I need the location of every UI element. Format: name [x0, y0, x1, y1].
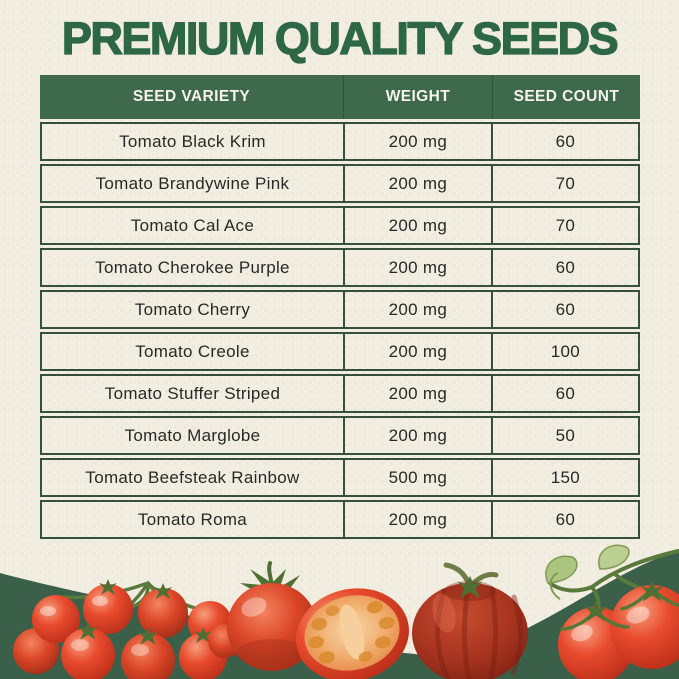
table-row: Tomato Black Krim 200 mg 60 — [40, 122, 640, 161]
heirloom-ribbed-tomato-illustration — [412, 562, 528, 679]
table-row: Tomato Stuffer Striped 200 mg 60 — [40, 374, 640, 413]
cell-variety: Tomato Cherokee Purple — [95, 257, 290, 277]
cell-weight: 200 mg — [342, 166, 491, 201]
cell-weight: 200 mg — [342, 208, 491, 243]
table-row: Tomato Cal Ace 200 mg 70 — [40, 206, 640, 245]
cell-weight: 200 mg — [342, 334, 491, 369]
table-row: Tomato Marglobe 200 mg 50 — [40, 416, 640, 455]
table-body: Tomato Black Krim 200 mg 60 Tomato Brand… — [40, 122, 640, 539]
tomato-whole-and-half-illustration — [208, 561, 409, 679]
cherry-tomato-cluster-illustration — [13, 579, 232, 679]
cell-variety: Tomato Marglobe — [124, 425, 261, 445]
cell-weight: 200 mg — [342, 124, 491, 159]
cell-variety: Tomato Cherry — [134, 299, 251, 319]
footer-illustration — [0, 544, 679, 679]
page-title: PREMIUM QUALITY SEEDS — [61, 12, 619, 64]
table-row: Tomato Creole 200 mg 100 — [40, 332, 640, 371]
cell-count: 70 — [490, 208, 638, 243]
cell-variety: Tomato Stuffer Striped — [104, 383, 281, 403]
table-row: Tomato Roma 200 mg 60 — [40, 500, 640, 539]
table-row: Tomato Cherokee Purple 200 mg 60 — [40, 248, 640, 287]
cell-count: 150 — [490, 460, 638, 495]
cell-weight: 200 mg — [342, 502, 491, 537]
cell-weight: 200 mg — [342, 418, 491, 453]
cell-variety: Tomato Black Krim — [119, 131, 266, 151]
cell-count: 60 — [490, 124, 638, 159]
cell-variety: Tomato Creole — [135, 341, 250, 361]
cell-count: 60 — [490, 376, 638, 411]
table-row: Tomato Cherry 200 mg 60 — [40, 290, 640, 329]
cell-weight: 200 mg — [342, 250, 491, 285]
cell-count: 50 — [490, 418, 638, 453]
cell-variety: Tomato Cal Ace — [130, 215, 255, 235]
cell-variety: Tomato Beefsteak Rainbow — [85, 467, 300, 487]
cell-variety: Tomato Roma — [137, 509, 248, 529]
table-header-row: SEED VARIETY WEIGHT SEED COUNT — [40, 75, 640, 119]
table-row: Tomato Beefsteak Rainbow 500 mg 150 — [40, 458, 640, 497]
cell-count: 70 — [490, 166, 638, 201]
cell-count: 100 — [490, 334, 638, 369]
cell-weight: 200 mg — [342, 376, 491, 411]
cell-weight: 500 mg — [342, 460, 491, 495]
header-seed-count: SEED COUNT — [491, 75, 640, 119]
cell-count: 60 — [490, 250, 638, 285]
header-weight: WEIGHT — [343, 75, 492, 119]
cell-variety: Tomato Brandywine Pink — [95, 173, 290, 193]
header-seed-variety: SEED VARIETY — [132, 88, 251, 105]
cell-count: 60 — [490, 502, 638, 537]
cell-count: 60 — [490, 292, 638, 327]
vine-tomatoes-with-leaves-illustration — [545, 544, 679, 679]
table-row: Tomato Brandywine Pink 200 mg 70 — [40, 164, 640, 203]
cell-weight: 200 mg — [342, 292, 491, 327]
seed-table: SEED VARIETY WEIGHT SEED COUNT Tomato Bl… — [40, 75, 640, 539]
